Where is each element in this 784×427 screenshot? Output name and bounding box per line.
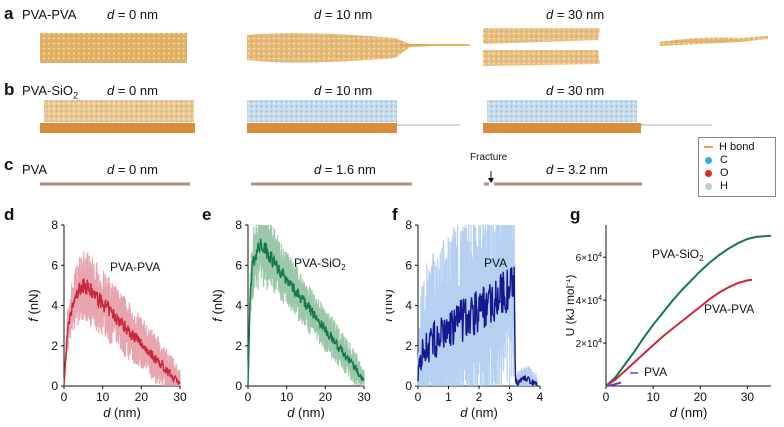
row-c-distance-1: d = 0 nm [107, 162, 158, 177]
atom-legend: H bond C O H [698, 137, 776, 197]
snapshot-a-0nm [40, 33, 187, 63]
chart-d-y-tick-label: 2 [51, 339, 58, 353]
chart-g-x-tick-label: 20 [694, 390, 708, 404]
chart-e-y-tick-label: 2 [235, 339, 242, 353]
chart-e-y-tick-label: 0 [235, 379, 242, 393]
chart-f: 0 1 2 3 4 0 2 4 6 8 d (nm) f (nN) PVA [386, 218, 544, 420]
chart-g-x-tick-label: 10 [646, 390, 660, 404]
chart-g-label-pva: PVA [644, 365, 667, 379]
row-a-distance-1: d = 0 nm [107, 7, 158, 22]
chart-e-x-axis-label: d (nm) [287, 405, 325, 420]
chart-e-y-tick-label: 4 [235, 299, 242, 313]
row-b-distance-1: d = 0 nm [107, 83, 158, 98]
legend-item-o: O [704, 167, 729, 179]
chart-f-annotation: PVA [484, 256, 507, 270]
chart-d-fluctuation-band [63, 251, 181, 387]
chart-e-fluctuation-band [247, 224, 365, 387]
chart-g-series-0 [605, 234, 772, 387]
chart-f-y-tick-label: 0 [405, 379, 412, 393]
chart-f-force-curve [417, 266, 538, 387]
chart-f-y-tick-label: 2 [405, 339, 412, 353]
chart-d-x-tick-label: 30 [173, 390, 187, 404]
legend-item-h: H [704, 180, 728, 192]
row-b-system-label: PVA-SiO2 [22, 83, 79, 101]
snapshot-b-30nm [483, 100, 712, 133]
chart-e-y-axis-label: f (nN) [210, 289, 225, 322]
chart-g-series-1 [605, 278, 753, 387]
chart-g-y-tick-label: 4×104 [576, 295, 603, 307]
chart-e-y-tick-label: 6 [235, 258, 242, 272]
chart-f-x-tick-label: 4 [537, 390, 544, 404]
chart-d-y-tick-label: 8 [51, 218, 58, 232]
row-a-system-label: PVA-PVA [22, 7, 77, 22]
chart-e-y-tick-label: 8 [235, 218, 242, 232]
panel-label-d: d [4, 205, 15, 224]
snapshot-a-10nm [247, 33, 470, 63]
chart-d-y-tick-label: 4 [51, 299, 58, 313]
chart-e-force-curve [247, 238, 365, 387]
row-c-distance-2: d = 1.6 nm [314, 162, 376, 177]
chart-g-y-tick-label: 2×104 [576, 338, 603, 350]
legend-line-marker [704, 146, 713, 148]
legend-item-hbond: H bond [704, 141, 754, 153]
snapshot-b-0nm [40, 100, 195, 133]
snapshot-a-30nm [483, 28, 768, 66]
snapshot-c-3_2nm [484, 171, 642, 186]
chart-f-y-tick-label: 8 [405, 218, 412, 232]
chart-f-fluctuation-band [417, 224, 538, 387]
panel-label-e: e [202, 205, 212, 224]
chart-g-x-tick-label: 30 [741, 390, 755, 404]
chart-f-x-tick-label: 2 [476, 390, 483, 404]
chart-g-x-axis-label: d (nm) [670, 405, 708, 420]
row-b-distance-3: d = 30 nm [546, 83, 605, 98]
chart-f-x-tick-label: 1 [445, 390, 452, 404]
panel-label-g: g [570, 205, 581, 224]
row-a-distance-3: d = 30 nm [546, 7, 605, 22]
chart-f-x-tick-label: 0 [415, 390, 422, 404]
chart-g-x-tick-label: 0 [603, 390, 610, 404]
molecular-snapshots [40, 28, 768, 186]
chart-g-label-pva-sio2: PVA-SiO2 [652, 247, 704, 263]
chart-d-x-tick-label: 20 [135, 390, 149, 404]
chart-g-y-tick-label: 6×104 [576, 252, 603, 264]
chart-e-annotation: PVA-SiO2 [294, 256, 346, 272]
panel-label-b: b [4, 80, 15, 99]
legend-dot-c [705, 156, 712, 164]
panel-label-f: f [392, 205, 398, 224]
chart-d-x-axis-label: d (nm) [103, 405, 141, 420]
chart-d-annotation: PVA-PVA [110, 260, 160, 274]
legend-dot-h [705, 182, 712, 190]
row-b-distance-2: d = 10 nm [314, 83, 373, 98]
chart-f-y-tick-label: 4 [405, 299, 412, 313]
chart-d-x-tick-label: 0 [61, 390, 68, 404]
chart-g-y-axis-label: U (kJ mol-1) [566, 275, 577, 337]
chart-d-y-tick-label: 0 [51, 379, 58, 393]
chart-d-x-tick-label: 10 [96, 390, 110, 404]
chart-e-x-tick-label: 20 [319, 390, 333, 404]
chart-f-y-tick-label: 6 [405, 258, 412, 272]
chart-d: 0 10 20 30 0 2 4 6 8 d (nm) f (nN) PVA-PVA [26, 218, 187, 420]
fracture-label: Fracture [470, 152, 508, 163]
snapshot-b-10nm [247, 100, 460, 133]
chart-d-force-curve [63, 278, 181, 387]
chart-g: 0 10 20 30 2×104 4×104 6×104 PVA-SiO2 PVA-PVA PVA… [566, 225, 772, 420]
chart-f-x-axis-label: d (nm) [460, 405, 498, 420]
row-c-system-label: PVA [22, 162, 48, 177]
legend-dot-o [705, 169, 712, 177]
row-c-distance-3: d = 3.2 nm [546, 162, 608, 177]
chart-f-x-tick-label: 3 [506, 390, 513, 404]
chart-e-x-tick-label: 30 [357, 390, 371, 404]
chart-e-x-tick-label: 0 [245, 390, 252, 404]
chart-d-y-axis-label: f (nN) [26, 289, 41, 322]
chart-g-series-2 [605, 381, 622, 387]
row-a-distance-2: d = 10 nm [314, 7, 373, 22]
chart-f-y-axis-label: f (nN) [386, 289, 395, 322]
chart-d-y-tick-label: 6 [51, 258, 58, 272]
panel-label-a: a [4, 4, 14, 23]
chart-e: 0 10 20 30 0 2 4 6 8 d (nm) f (nN) PVA-SiO2 [210, 218, 371, 420]
panel-label-c: c [4, 155, 14, 174]
chart-g-label-pva-pva: PVA-PVA [704, 302, 754, 316]
legend-item-c: C [704, 154, 728, 166]
chart-e-x-tick-label: 10 [280, 390, 294, 404]
